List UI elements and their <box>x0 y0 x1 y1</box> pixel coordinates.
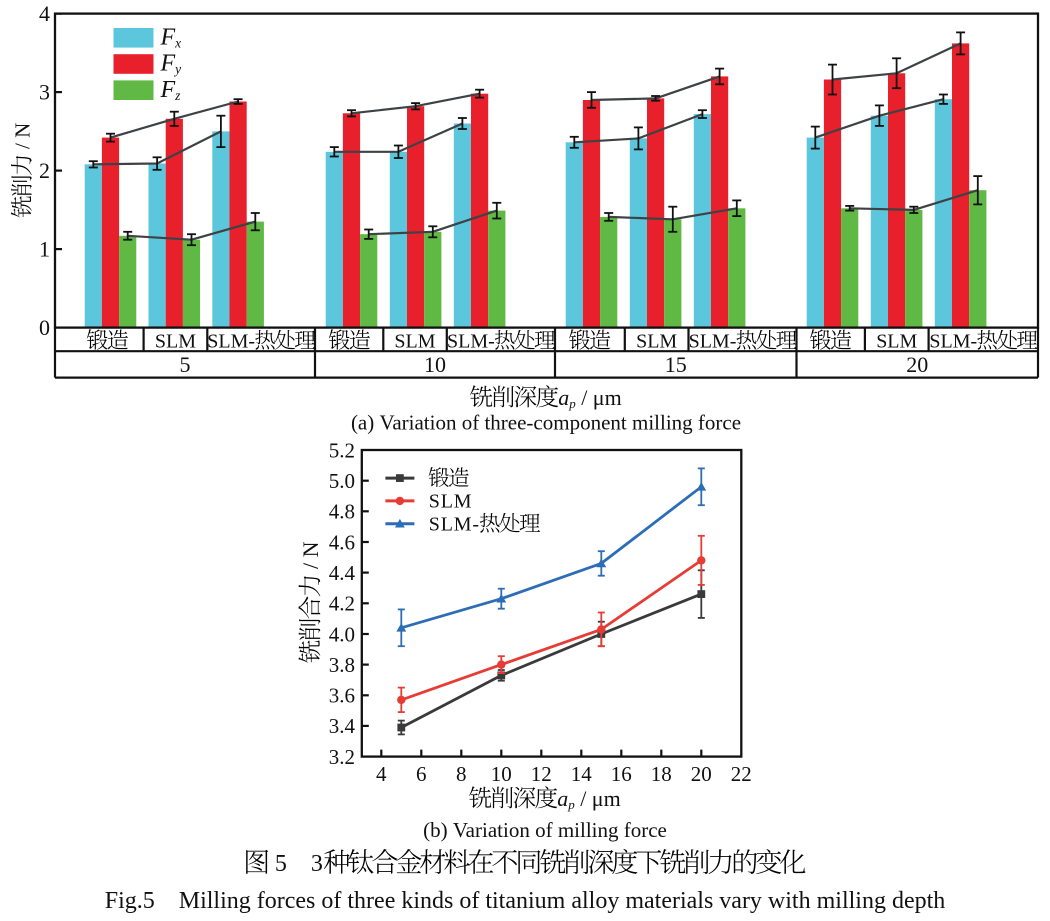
svg-text:18: 18 <box>651 762 672 786</box>
svg-text:6: 6 <box>416 762 427 786</box>
svg-text:Fx: Fx <box>160 25 182 51</box>
svg-text:SLM: SLM <box>155 331 196 353</box>
svg-text:14: 14 <box>571 762 593 786</box>
svg-text:4.2: 4.2 <box>329 592 355 616</box>
svg-text:5: 5 <box>180 352 191 377</box>
svg-text:15: 15 <box>665 352 687 377</box>
svg-text:SLM-: SLM- <box>929 331 977 353</box>
svg-text:3.4: 3.4 <box>329 714 356 738</box>
svg-text:4.8: 4.8 <box>329 500 355 524</box>
svg-text:p: p <box>568 396 576 411</box>
svg-text:SLM-: SLM- <box>689 331 737 353</box>
svg-text:/ N: / N <box>11 123 35 155</box>
svg-text:3.2: 3.2 <box>329 745 355 769</box>
svg-text:3: 3 <box>39 79 50 104</box>
svg-text:20: 20 <box>906 352 928 377</box>
svg-text:16: 16 <box>611 762 632 786</box>
svg-text:Fz: Fz <box>160 77 182 103</box>
svg-text:SLM-: SLM- <box>207 331 255 353</box>
svg-text:3.6: 3.6 <box>329 684 355 708</box>
svg-text:10: 10 <box>424 352 446 377</box>
svg-text:(a) Variation of three-compone: (a) Variation of three-component milling… <box>351 411 741 435</box>
svg-text:22: 22 <box>731 762 752 786</box>
svg-text:10: 10 <box>491 762 512 786</box>
svg-text:3.8: 3.8 <box>329 653 355 677</box>
svg-text:4.6: 4.6 <box>329 530 355 554</box>
svg-text:/ N: / N <box>298 541 323 574</box>
svg-text:20: 20 <box>691 762 712 786</box>
svg-text:/ μm: / μm <box>576 385 622 410</box>
svg-text:p: p <box>567 797 575 812</box>
svg-text:3: 3 <box>311 851 323 877</box>
svg-text:8: 8 <box>456 762 467 786</box>
svg-text:5: 5 <box>275 851 287 877</box>
svg-text:4: 4 <box>39 1 50 26</box>
svg-text:12: 12 <box>531 762 552 786</box>
svg-text:4.0: 4.0 <box>329 622 355 646</box>
svg-text:SLM: SLM <box>429 491 473 513</box>
svg-text:/ μm: / μm <box>575 786 621 811</box>
svg-text:SLM-: SLM- <box>429 514 480 536</box>
svg-text:5.0: 5.0 <box>329 469 355 493</box>
svg-text:SLM: SLM <box>394 331 435 353</box>
svg-text:SLM: SLM <box>876 331 917 353</box>
svg-text:SLM: SLM <box>636 331 677 353</box>
svg-text:Fy: Fy <box>160 51 182 77</box>
svg-text:1: 1 <box>39 236 50 261</box>
svg-text:a: a <box>557 786 568 811</box>
svg-text:5.2: 5.2 <box>329 438 355 462</box>
svg-text:Fig.5 Milling forces of thr: Fig.5 Milling forces of three kinds of t… <box>105 888 946 914</box>
svg-text:(b) Variation of milling force: (b) Variation of milling force <box>423 818 667 842</box>
svg-text:4.4: 4.4 <box>329 561 356 585</box>
svg-text:0: 0 <box>39 315 50 340</box>
svg-text:SLM-: SLM- <box>447 331 495 353</box>
svg-text:a: a <box>558 385 569 410</box>
svg-text:2: 2 <box>39 158 50 183</box>
svg-text:4: 4 <box>376 762 387 786</box>
